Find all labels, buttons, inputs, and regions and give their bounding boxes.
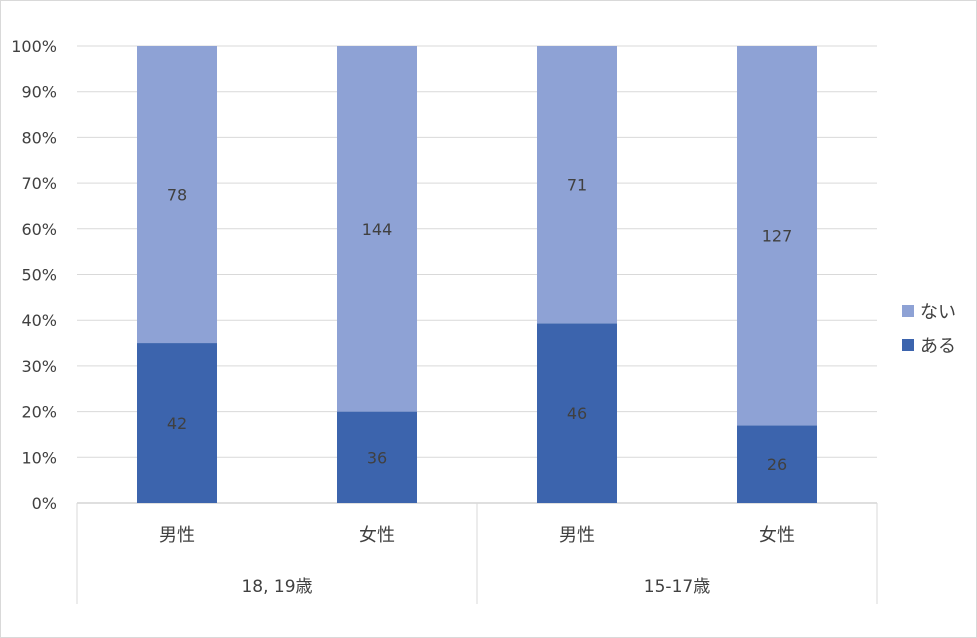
data-label: 46: [567, 404, 587, 423]
data-label: 144: [362, 220, 393, 239]
group-label: 15-17歳: [644, 577, 710, 597]
bar-segment-aru: [137, 343, 217, 503]
y-tick-label: 80%: [21, 128, 57, 147]
y-tick-label: 90%: [21, 83, 57, 102]
legend-label: ある: [920, 336, 956, 357]
legend-label: ない: [920, 302, 956, 323]
y-tick-label: 40%: [21, 311, 57, 330]
data-label: 78: [167, 186, 187, 205]
y-tick-label: 30%: [21, 357, 57, 376]
y-tick-label: 50%: [21, 266, 57, 285]
bar-segment-nai: [137, 46, 217, 344]
y-tick-label: 100%: [11, 37, 57, 56]
bar-segment-nai: [537, 46, 617, 324]
legend-swatch: [902, 339, 914, 351]
data-label: 127: [762, 227, 793, 246]
data-label: 42: [167, 414, 187, 433]
legend-swatch: [902, 305, 914, 317]
y-tick-label: 60%: [21, 220, 57, 239]
y-axis-ticks: 0% 10% 20% 30% 40% 50% 60% 70% 80% 90% 100%: [11, 37, 57, 513]
bar-segment-aru: [737, 425, 817, 503]
data-label: 26: [767, 455, 787, 474]
x-axis: 18, 19歳 15-17歳 男性 女性 男性 女性: [76, 503, 878, 604]
bar-segment-nai: [337, 46, 417, 412]
data-label: 36: [367, 448, 387, 467]
data-label: 71: [567, 176, 587, 195]
category-label: 男性: [559, 525, 595, 546]
bar-segment-aru: [537, 323, 617, 503]
y-tick-label: 10%: [21, 448, 57, 467]
data-labels: 42 78 36 144 46 71 26 127: [167, 176, 792, 475]
bar-segment-aru: [337, 411, 417, 503]
y-tick-label: 20%: [21, 403, 57, 422]
y-tick-label: 70%: [21, 174, 57, 193]
category-label: 女性: [759, 525, 795, 546]
y-tick-label: 0%: [32, 494, 57, 513]
bar-segment-nai: [737, 46, 817, 426]
bars: [137, 46, 817, 503]
category-label: 男性: [159, 525, 195, 546]
category-label: 女性: [359, 525, 395, 546]
group-label: 18, 19歳: [241, 577, 312, 597]
